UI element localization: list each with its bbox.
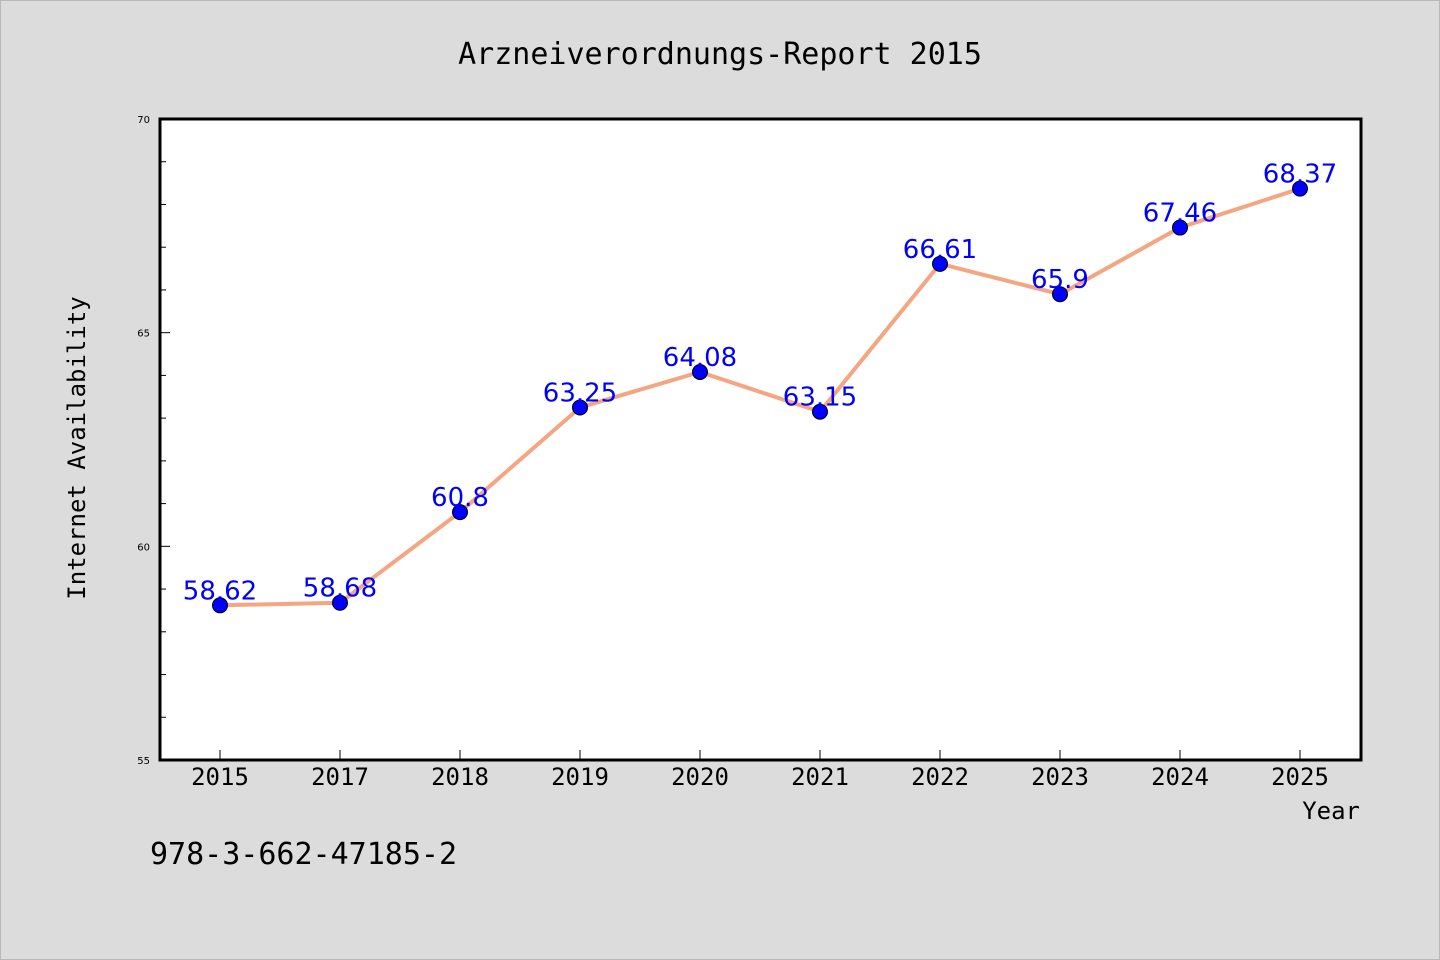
series-line (218, 186, 1302, 608)
y-axis-label: Internet Availability (63, 296, 91, 599)
x-axis: 2015 2017 2018 2019 2020 2021 2022 2023 2024 2025 (191, 750, 1329, 791)
data-point (1172, 219, 1188, 236)
data-point (452, 504, 468, 521)
data-point (932, 255, 948, 272)
x-tick-label: 2017 (311, 763, 369, 791)
data-point (1292, 180, 1308, 197)
data-point (332, 594, 348, 611)
data-label: 66.61 (903, 235, 977, 265)
series-layer: 58.62 58.68 60.8 63.25 64.08 63.15 66.61 65.9 67… (183, 160, 1337, 614)
data-point (1052, 286, 1068, 303)
data-point (692, 363, 708, 380)
x-tick-label: 2025 (1271, 763, 1329, 791)
plot-area (158, 117, 1363, 762)
data-point (572, 399, 588, 416)
x-axis-label: Year (1302, 797, 1360, 825)
x-tick-label: 2020 (671, 763, 729, 791)
data-label: 64.08 (663, 343, 737, 373)
data-label: 65.9 (1031, 265, 1089, 295)
y-axis: 55 60 65 70 (137, 115, 170, 767)
data-label: 58.62 (183, 576, 257, 606)
chart-title: Arzneiverordnungs-Report 2015 (458, 37, 982, 72)
y-tick-label: 70 (137, 115, 150, 126)
isbn-text: 978-3-662-47185-2 (150, 837, 457, 872)
data-label: 63.15 (783, 383, 857, 413)
data-point (212, 597, 228, 614)
data-label: 67.46 (1143, 199, 1217, 229)
x-tick-label: 2015 (191, 763, 249, 791)
data-label: 63.25 (543, 378, 617, 408)
y-tick-label: 55 (137, 756, 150, 767)
x-tick-label: 2019 (551, 763, 609, 791)
data-label: 60.8 (431, 483, 489, 513)
x-tick-label: 2024 (1151, 763, 1209, 791)
data-label: 58.68 (303, 574, 377, 604)
data-point (812, 403, 828, 420)
data-label: 68.37 (1263, 160, 1337, 190)
x-tick-label: 2018 (431, 763, 489, 791)
x-tick-label: 2023 (1031, 763, 1089, 791)
y-tick-label: 65 (137, 329, 150, 340)
y-tick-label: 60 (137, 542, 150, 553)
x-tick-label: 2022 (911, 763, 969, 791)
x-tick-label: 2021 (791, 763, 849, 791)
